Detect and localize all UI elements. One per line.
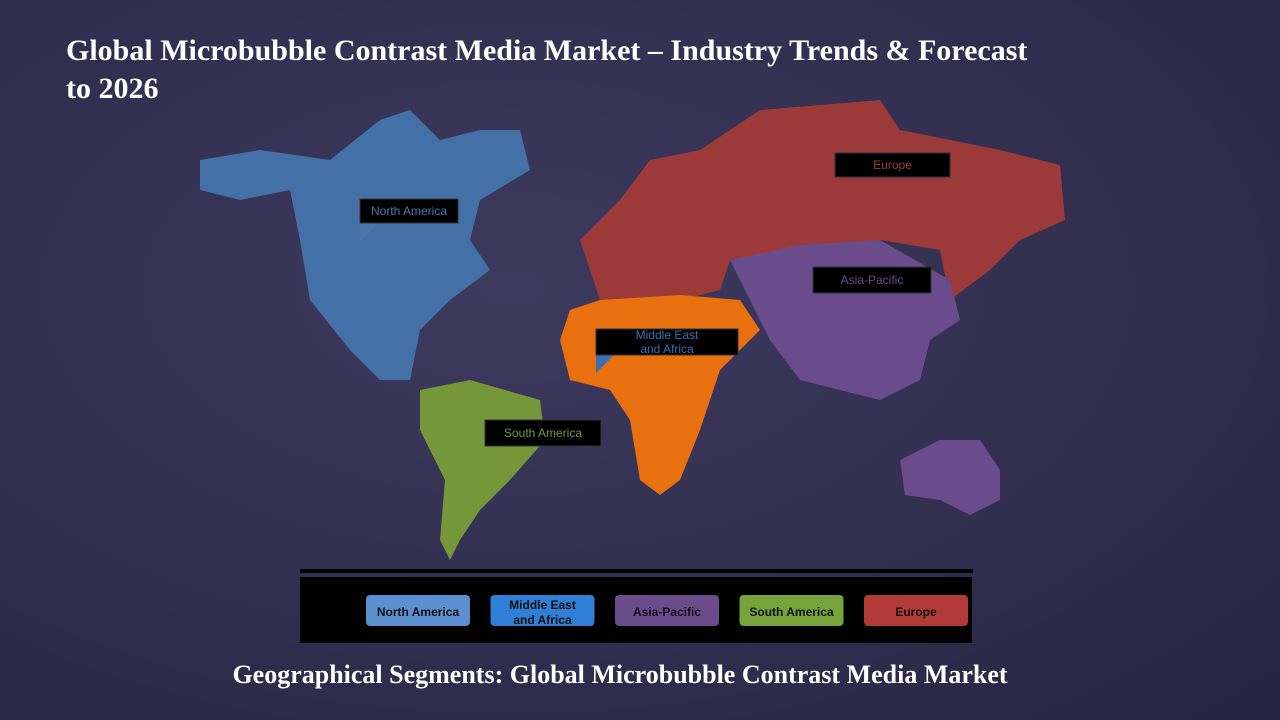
asia-shape [730, 240, 960, 400]
legend-label: South America [749, 605, 834, 619]
north-america-shape [200, 110, 530, 380]
map-label: Europe [873, 158, 912, 172]
legend-item [490, 595, 595, 626]
map-label: Asia-Pacific [841, 273, 904, 287]
legend-label: North America [377, 605, 460, 619]
label-pointer [813, 293, 831, 311]
legend-label: Asia-Pacific [633, 605, 701, 619]
map-label-box [834, 152, 951, 178]
map-label: Middle East and Africa [636, 328, 699, 356]
label-pointer [360, 223, 378, 241]
legend-item [615, 595, 719, 626]
label-pointer [596, 355, 614, 373]
label-pointer [485, 446, 503, 464]
legend-label: Europe [895, 605, 937, 619]
legend-item [366, 595, 470, 626]
legend-item [739, 595, 844, 626]
africa-shape [560, 295, 760, 495]
europe-shape [580, 100, 1065, 300]
label-pointer [835, 177, 853, 195]
south-america-shape [420, 380, 545, 560]
map-label-box [484, 419, 602, 447]
legend-item [864, 595, 968, 626]
map-label: North America [371, 204, 447, 218]
map-label-box [595, 328, 739, 356]
title: Global Microbubble Contrast Media Market… [66, 34, 1028, 105]
map-label-box [359, 198, 459, 224]
legend-label: Middle East and Africa [509, 598, 576, 627]
map-label-box [812, 266, 932, 294]
caption: Geographical Segments: Global Microbubbl… [232, 660, 1008, 689]
australia-shape [900, 440, 1000, 515]
map-label: South America [504, 426, 582, 440]
